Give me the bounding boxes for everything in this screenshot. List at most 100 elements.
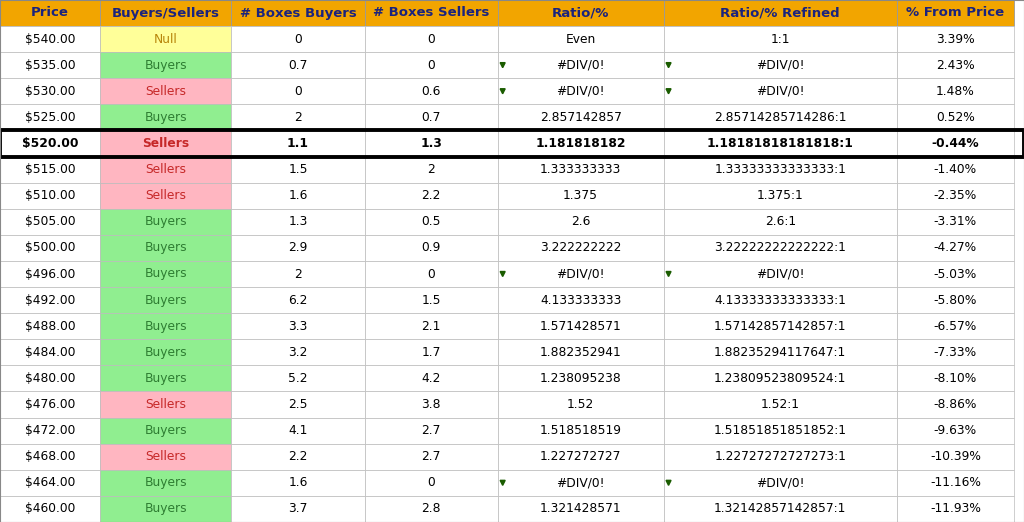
Text: -3.31%: -3.31% [934, 215, 977, 228]
Bar [0, 52, 100, 78]
Bar [231, 235, 365, 261]
Bar [0, 313, 100, 339]
Text: Buyers: Buyers [144, 503, 187, 515]
Polygon shape [666, 480, 671, 485]
Text: Buyers: Buyers [144, 293, 187, 306]
Text: 4.133333333: 4.133333333 [540, 293, 622, 306]
Bar [365, 157, 498, 183]
Bar [365, 78, 498, 104]
Bar [0, 104, 100, 130]
Text: #DIV/0!: #DIV/0! [756, 477, 805, 489]
Text: $468.00: $468.00 [25, 450, 76, 463]
Bar [100, 183, 231, 209]
Text: 2.8: 2.8 [421, 503, 441, 515]
Text: $496.00: $496.00 [25, 267, 76, 280]
Text: 0.52%: 0.52% [936, 111, 975, 124]
Bar [100, 365, 231, 392]
Text: 2.1: 2.1 [422, 319, 440, 333]
Bar [365, 183, 498, 209]
Bar [498, 418, 664, 444]
Text: 1.5: 1.5 [288, 163, 308, 176]
Text: -8.86%: -8.86% [934, 398, 977, 411]
Bar [498, 365, 664, 392]
Bar [365, 104, 498, 130]
Bar [664, 496, 897, 522]
Text: -6.57%: -6.57% [934, 319, 977, 333]
Bar [100, 392, 231, 418]
Text: Even: Even [565, 32, 596, 45]
Bar [897, 470, 1014, 496]
Bar [0, 444, 100, 470]
Bar [498, 339, 664, 365]
Bar [897, 444, 1014, 470]
Text: Null: Null [154, 32, 178, 45]
Text: #DIV/0!: #DIV/0! [556, 85, 605, 98]
Text: #DIV/0!: #DIV/0! [556, 477, 605, 489]
Bar [0, 392, 100, 418]
Bar [0, 470, 100, 496]
Bar [231, 78, 365, 104]
Text: Buyers: Buyers [144, 215, 187, 228]
Bar [0, 130, 100, 157]
Bar [897, 313, 1014, 339]
Text: 3.7: 3.7 [289, 503, 307, 515]
Text: 0.9: 0.9 [422, 241, 440, 254]
Text: Sellers: Sellers [145, 450, 186, 463]
Bar [365, 209, 498, 235]
Text: 3.2: 3.2 [289, 346, 307, 359]
Text: 2.85714285714286:1: 2.85714285714286:1 [714, 111, 847, 124]
Text: Buyers: Buyers [144, 477, 187, 489]
Text: $476.00: $476.00 [25, 398, 76, 411]
Text: 1.5: 1.5 [421, 293, 441, 306]
Text: 2.43%: 2.43% [936, 58, 975, 72]
Text: Sellers: Sellers [145, 163, 186, 176]
Bar [498, 183, 664, 209]
Text: $510.00: $510.00 [25, 189, 76, 202]
Text: #DIV/0!: #DIV/0! [556, 58, 605, 72]
Text: Buyers: Buyers [144, 58, 187, 72]
Text: #DIV/0!: #DIV/0! [756, 85, 805, 98]
Bar [664, 313, 897, 339]
Text: Sellers: Sellers [145, 398, 186, 411]
Polygon shape [500, 271, 505, 277]
Text: -9.63%: -9.63% [934, 424, 977, 437]
Bar [365, 496, 498, 522]
Bar [231, 365, 365, 392]
Polygon shape [666, 89, 671, 94]
Text: 3.222222222: 3.222222222 [540, 241, 622, 254]
Bar [664, 444, 897, 470]
Bar [897, 157, 1014, 183]
Bar [664, 209, 897, 235]
Text: 4.1: 4.1 [289, 424, 307, 437]
Text: 0: 0 [427, 267, 435, 280]
Bar [498, 313, 664, 339]
Bar [664, 52, 897, 78]
Bar [498, 470, 664, 496]
Bar [365, 365, 498, 392]
Polygon shape [500, 63, 505, 68]
Bar [231, 287, 365, 313]
Bar [664, 392, 897, 418]
Text: 1.181818182: 1.181818182 [536, 137, 626, 150]
Bar [664, 183, 897, 209]
Bar [664, 130, 897, 157]
Bar [664, 365, 897, 392]
Bar [365, 444, 498, 470]
Text: -2.35%: -2.35% [934, 189, 977, 202]
Text: 0.7: 0.7 [422, 111, 440, 124]
Text: 1.57142857142857:1: 1.57142857142857:1 [714, 319, 847, 333]
Bar [231, 52, 365, 78]
Text: 1.238095238: 1.238095238 [540, 372, 622, 385]
Text: 1.23809523809524:1: 1.23809523809524:1 [714, 372, 847, 385]
Bar [897, 209, 1014, 235]
Bar [0, 235, 100, 261]
Bar [0, 183, 100, 209]
Text: 2.2: 2.2 [422, 189, 440, 202]
Text: Buyers: Buyers [144, 111, 187, 124]
Bar [365, 0, 498, 26]
Bar [0, 130, 1024, 157]
Bar [897, 287, 1014, 313]
Text: 2: 2 [294, 267, 302, 280]
Text: $515.00: $515.00 [25, 163, 76, 176]
Text: $472.00: $472.00 [25, 424, 76, 437]
